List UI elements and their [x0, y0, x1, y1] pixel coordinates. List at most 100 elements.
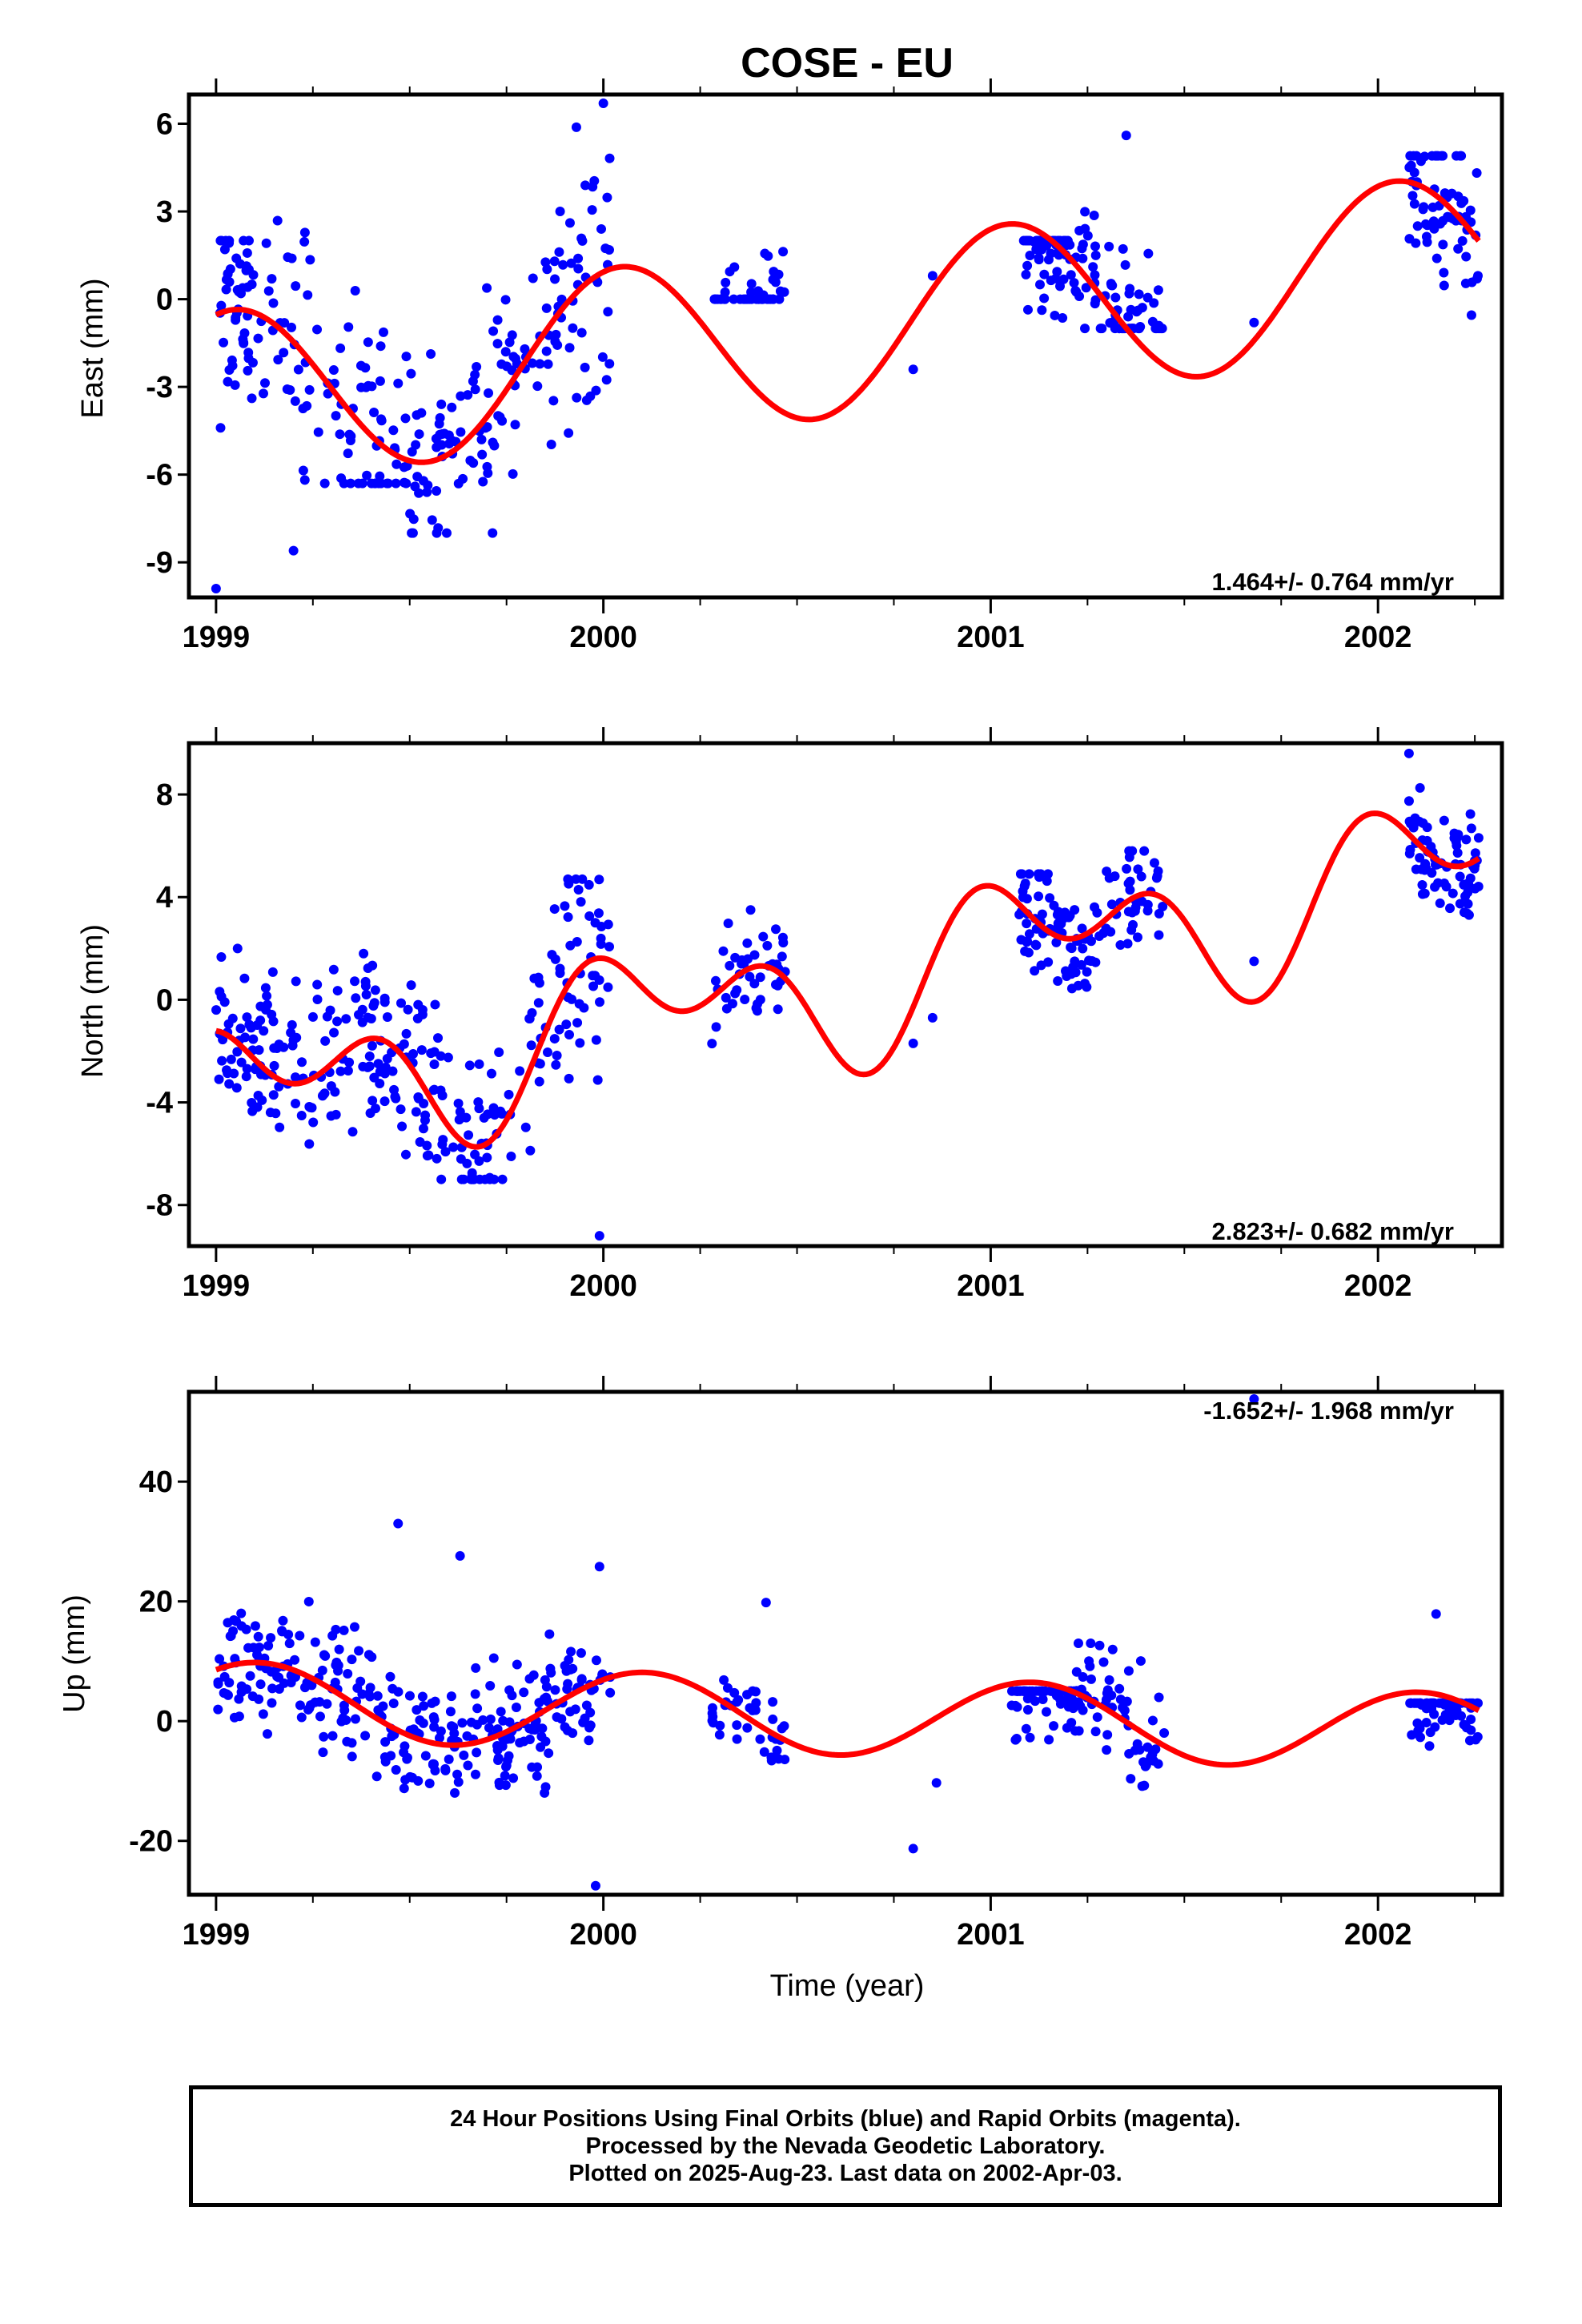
north-data-point — [464, 1060, 475, 1071]
east-data-point — [299, 227, 310, 238]
up-data-point — [714, 1730, 725, 1740]
up-data-point — [455, 1550, 465, 1561]
up-data-point — [524, 1734, 535, 1744]
east-data-point — [238, 334, 248, 344]
north-data-point — [214, 1074, 224, 1084]
up-data-point — [931, 1778, 942, 1788]
north-data-point — [1070, 905, 1080, 915]
north-data-point — [604, 942, 615, 952]
north-data-point — [335, 1066, 346, 1076]
up-data-point — [748, 1686, 758, 1696]
east-data-point — [580, 180, 591, 191]
north-data-point — [603, 982, 613, 992]
north-data-point — [520, 1122, 531, 1132]
east-data-point — [496, 359, 507, 369]
north-data-point — [1136, 871, 1146, 882]
north-data-point — [375, 1079, 385, 1089]
up-data-point — [234, 1694, 244, 1704]
east-data-point — [596, 223, 606, 234]
north-data-point — [1142, 906, 1153, 916]
up-data-point — [213, 1679, 223, 1689]
east-data-point — [587, 205, 597, 215]
north-data-point — [269, 1043, 279, 1053]
up-data-point — [488, 1653, 499, 1663]
up-data-point — [434, 1733, 444, 1743]
north-data-point — [908, 1038, 918, 1048]
north-data-point — [1073, 980, 1083, 991]
up-data-point — [1114, 1683, 1125, 1694]
up-data-point — [1142, 1758, 1152, 1768]
north-data-point — [433, 1033, 444, 1043]
east-data-point — [343, 322, 354, 332]
east-data-point — [507, 365, 517, 376]
east-data-point — [291, 281, 301, 292]
up-data-point — [444, 1754, 454, 1764]
up-x-tick-label: 2002 — [1344, 1918, 1412, 1952]
east-data-point — [370, 478, 380, 489]
east-data-point — [339, 478, 349, 489]
up-data-point — [1159, 1727, 1170, 1738]
north-data-point — [1024, 869, 1034, 879]
east-data-point — [1090, 270, 1100, 280]
east-data-point — [572, 392, 582, 403]
north-data-point — [560, 901, 570, 911]
up-data-point — [343, 1668, 353, 1679]
north-data-point — [430, 999, 440, 1010]
east-data-point — [927, 271, 938, 281]
up-data-point — [429, 1722, 440, 1732]
north-x-tick-label: 2001 — [957, 1269, 1025, 1303]
east-data-point — [778, 247, 789, 257]
up-data-point — [427, 1698, 437, 1708]
east-data-point — [1039, 269, 1050, 279]
east-data-point — [331, 411, 341, 421]
north-data-point — [218, 1035, 228, 1045]
east-data-point — [528, 273, 538, 283]
east-data-point — [388, 425, 399, 436]
up-data-point — [215, 1654, 225, 1664]
north-data-point — [564, 1029, 574, 1039]
east-data-point — [573, 263, 584, 274]
north-data-point — [413, 1092, 424, 1103]
north-data-point — [328, 964, 339, 975]
east-data-point — [492, 339, 503, 349]
north-y-tick-label: -8 — [146, 1189, 173, 1223]
up-data-point — [452, 1769, 463, 1779]
up-data-point — [363, 1650, 374, 1660]
north-data-point — [1020, 946, 1030, 956]
up-data-point — [1078, 1671, 1088, 1682]
up-data-point — [219, 1687, 229, 1698]
east-data-point — [272, 215, 283, 226]
north-data-point — [1122, 863, 1132, 874]
up-data-point — [341, 1715, 351, 1725]
north-data-point — [1451, 837, 1461, 847]
east-data-point — [546, 439, 556, 449]
caption-line-3: Plotted on 2025-Aug-23. Last data on 200… — [568, 2161, 1122, 2186]
east-data-point — [484, 388, 494, 398]
east-data-point — [447, 402, 457, 412]
north-data-point — [1045, 893, 1055, 903]
north-data-point — [489, 1110, 500, 1120]
east-data-point — [1058, 274, 1069, 284]
east-data-point — [299, 236, 310, 247]
east-data-point — [580, 362, 590, 372]
north-data-point — [271, 1108, 281, 1119]
up-data-point — [594, 1562, 604, 1572]
east-data-point — [1081, 283, 1091, 293]
north-data-point — [758, 931, 769, 942]
up-data-point — [472, 1747, 482, 1758]
north-data-point — [1076, 959, 1086, 970]
up-data-point — [585, 1707, 596, 1718]
east-data-point — [721, 277, 731, 287]
north-data-point — [1465, 873, 1476, 883]
up-data-point — [524, 1674, 535, 1684]
north-data-point — [1415, 853, 1425, 863]
up-y-axis-label: Up (mm) — [58, 1594, 91, 1713]
north-data-point — [593, 908, 604, 919]
north-data-point — [304, 1101, 315, 1112]
north-data-point — [1078, 943, 1088, 954]
north-data-point — [1086, 936, 1096, 947]
north-data-point — [453, 1098, 464, 1108]
north-data-point — [533, 998, 544, 1008]
east-data-point — [527, 358, 537, 368]
east-x-tick-label: 1999 — [183, 621, 251, 654]
